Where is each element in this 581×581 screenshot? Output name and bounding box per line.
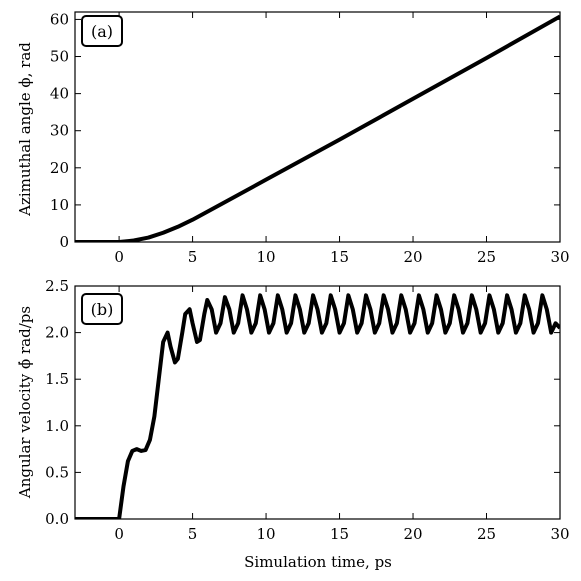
y-tick-label: 0 [59, 233, 69, 251]
y-tick-label: 2.5 [45, 277, 69, 295]
x-tick-label: 5 [188, 525, 198, 543]
panel-label-a: (a) [91, 22, 113, 41]
plot-frame-a [74, 11, 561, 243]
y-tick-label: 50 [50, 48, 69, 66]
x-tick-label: 25 [477, 525, 496, 543]
y-tick-label: 40 [50, 85, 69, 103]
y-tick-label: 1.5 [45, 370, 69, 388]
x-tick-label: 15 [330, 248, 349, 266]
x-tick-label: 20 [403, 248, 422, 266]
y-tick-label: 60 [50, 10, 69, 28]
x-tick-label: 20 [403, 525, 422, 543]
y-axis-title-b: Angular velocity ϕ̇ rad/ps [16, 306, 34, 499]
y-tick-label: 1.0 [45, 417, 69, 435]
x-tick-label: 30 [550, 248, 569, 266]
y-tick-label: 0.0 [45, 510, 69, 528]
x-tick-label: 25 [477, 248, 496, 266]
x-tick-label: 10 [257, 525, 276, 543]
series-line-azimuthal-angle [75, 14, 560, 242]
y-tick-label: 10 [50, 196, 69, 214]
panel-b: 0 5 10 15 20 25 30 0.0 0.5 1.0 1.5 2.0 2.5 (b) Angul… [16, 277, 570, 571]
panel-label-box-a [81, 15, 123, 47]
panel-label-box-b [81, 293, 123, 325]
x-tick-label: 30 [550, 525, 569, 543]
y-tick-label: 20 [50, 159, 69, 177]
axis-ticks-a: 0 5 10 15 20 25 30 0 10 20 30 40 50 60 [50, 10, 570, 266]
x-tick-label: 5 [188, 248, 198, 266]
panel-a: 0 5 10 15 20 25 30 0 10 20 30 40 50 60 (a) Azimuthal … [16, 10, 570, 266]
y-tick-label: 2.0 [45, 324, 69, 342]
x-tick-label: 15 [330, 525, 349, 543]
y-tick-label: 0.5 [45, 463, 69, 481]
x-tick-label: 0 [114, 525, 124, 543]
series-line-angular-velocity [75, 293, 560, 519]
y-tick-label: 30 [50, 122, 69, 140]
x-tick-label: 10 [257, 248, 276, 266]
panel-label-b: (b) [91, 300, 114, 319]
axis-ticks-b: 0 5 10 15 20 25 30 0.0 0.5 1.0 1.5 2.0 2.5 [45, 277, 569, 543]
y-axis-title-a: Azimuthal angle ϕ, rad [16, 42, 34, 217]
plot-frame-b [74, 285, 561, 520]
x-tick-label: 0 [114, 248, 124, 266]
x-axis-title: Simulation time, ps [244, 553, 392, 571]
